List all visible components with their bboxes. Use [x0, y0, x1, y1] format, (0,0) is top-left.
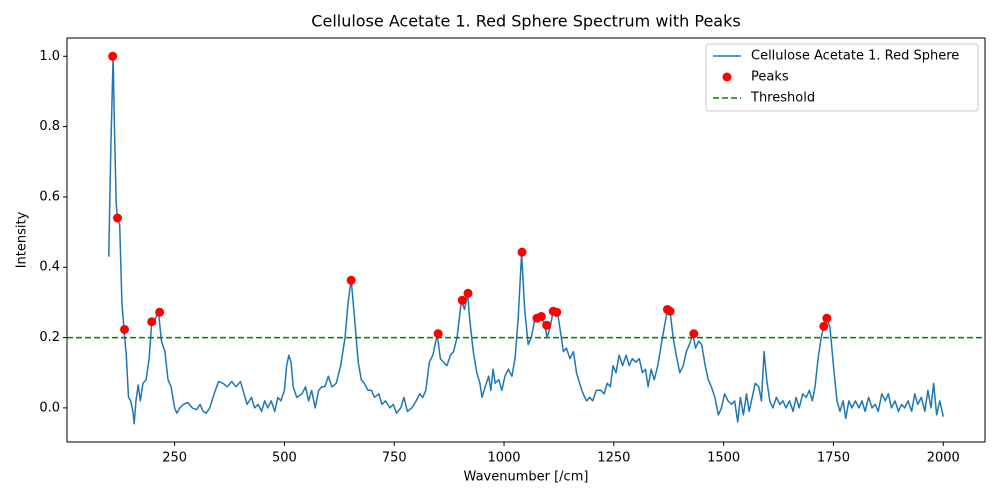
x-tick-label: 250: [162, 451, 187, 466]
peak-point: [822, 313, 832, 323]
peak-point: [120, 324, 130, 334]
peak-point: [665, 306, 675, 316]
spectrum-line: [107, 55, 945, 425]
legend-label: Threshold: [750, 91, 815, 106]
peak-point: [346, 275, 356, 285]
peak-point: [542, 320, 552, 330]
x-tick-label: 2000: [927, 451, 960, 466]
chart-title: Cellulose Acetate 1. Red Sphere Spectrum…: [311, 12, 740, 31]
y-tick-label: 0.6: [39, 189, 60, 204]
peak-point: [517, 247, 527, 257]
legend-marker: [722, 72, 732, 82]
peak-point: [155, 307, 165, 317]
legend-label: Cellulose Acetate 1. Red Sphere: [751, 49, 959, 64]
y-tick-label: 0.2: [39, 330, 60, 345]
peak-point: [463, 288, 473, 298]
x-tick-label: 1500: [707, 451, 740, 466]
peak-point: [689, 329, 699, 339]
y-tick-label: 1.0: [39, 49, 60, 64]
peak-point: [552, 307, 562, 317]
x-tick-label: 1000: [487, 451, 520, 466]
peak-point: [536, 311, 546, 321]
x-tick-label: 1250: [597, 451, 630, 466]
plot-frame: [66, 37, 986, 443]
peak-point: [113, 213, 123, 223]
x-axis-label: Wavenumber [/cm]: [464, 470, 589, 485]
peak-point: [819, 321, 829, 331]
y-axis-label: Intensity: [15, 211, 30, 268]
x-tick-label: 750: [382, 451, 407, 466]
peak-point: [147, 317, 157, 327]
y-tick-label: 0.4: [39, 260, 60, 275]
y-tick-label: 0.8: [39, 119, 60, 134]
peak-point: [457, 295, 467, 305]
peak-point: [433, 329, 443, 339]
y-tick-label: 0.0: [39, 400, 60, 415]
legend-box: [705, 43, 979, 112]
x-tick-label: 1750: [817, 451, 850, 466]
x-tick-label: 500: [272, 451, 297, 466]
legend-label: Peaks: [751, 70, 789, 85]
peak-point: [108, 51, 118, 61]
